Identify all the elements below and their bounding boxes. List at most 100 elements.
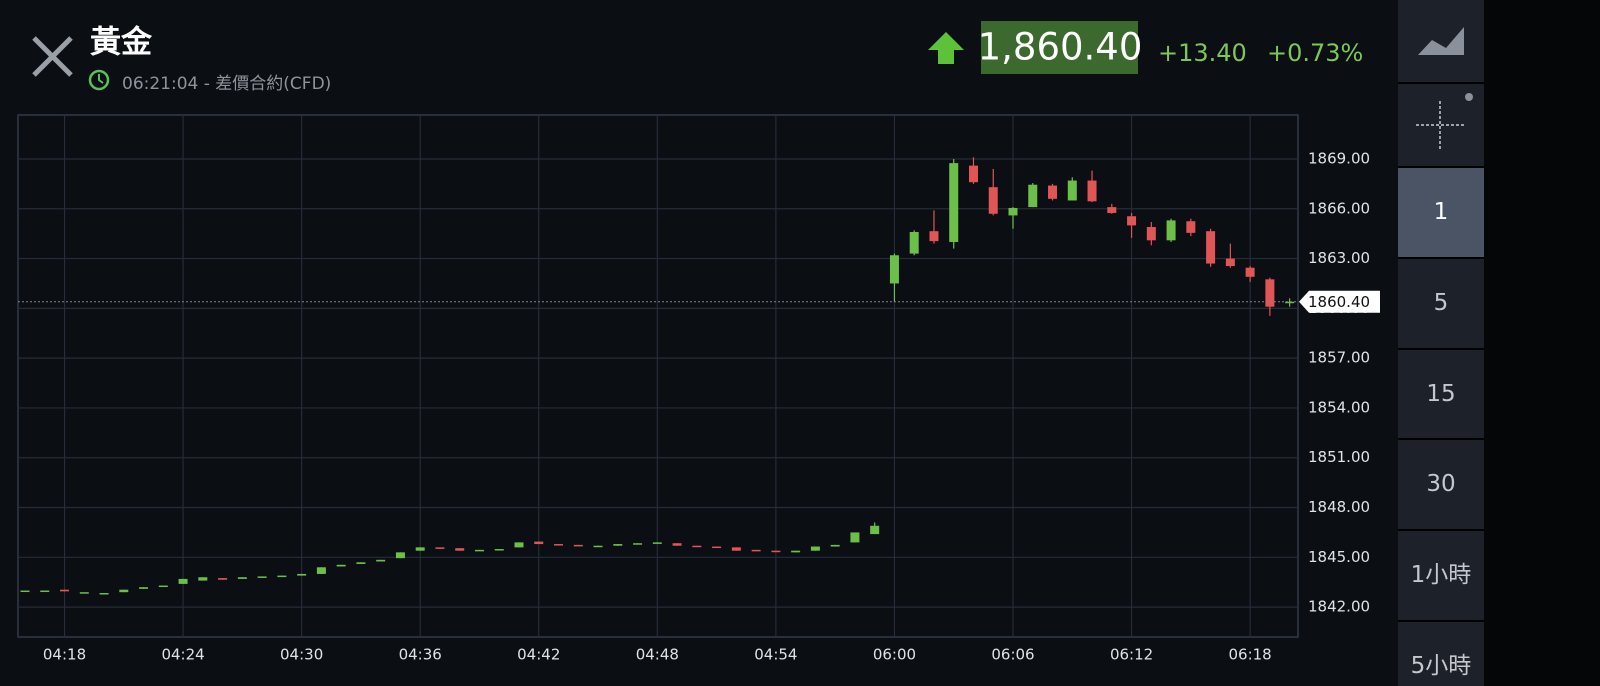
candle-body (297, 573, 307, 576)
x-tick-label: 06:00 (873, 646, 916, 664)
y-tick-label: 1869.00 (1308, 149, 1370, 167)
interval-button[interactable]: 30 (1398, 438, 1484, 529)
close-icon (32, 36, 73, 77)
y-tick-label: 1857.00 (1308, 349, 1370, 367)
interval-button[interactable]: 1小時 (1398, 529, 1484, 620)
candle-body (870, 525, 880, 535)
x-tick-label: 06:06 (991, 646, 1034, 664)
x-tick-label: 04:30 (280, 646, 323, 664)
y-tick-label: 1842.00 (1308, 598, 1370, 616)
interval-label: 1 (1434, 199, 1449, 225)
candle-body (1206, 231, 1216, 264)
change-percent: +0.73% (1267, 39, 1363, 67)
candle-body (336, 564, 346, 567)
x-tick-label: 06:18 (1229, 646, 1272, 664)
candle-body (889, 255, 899, 284)
interval-bg (1398, 531, 1484, 620)
y-tick-label: 1851.00 (1308, 448, 1370, 466)
candle-body (988, 187, 998, 214)
candle-body (1285, 301, 1295, 304)
candle-body (1265, 279, 1275, 307)
interval-bg (1398, 168, 1484, 257)
candle-body (633, 543, 643, 545)
chart: 1842.00 1845.00 1848.00 1851.00 1854.00 1857.… (17, 114, 1380, 664)
candle-body (1186, 221, 1196, 233)
price-box (981, 21, 1138, 74)
candle-body (79, 592, 89, 594)
candle-body (20, 590, 30, 593)
candle-body (929, 231, 939, 242)
x-tick-label: 04:54 (754, 646, 797, 664)
change: +13.40 (1158, 39, 1247, 67)
candle-body (593, 545, 603, 548)
x-tick-label: 04:18 (43, 646, 86, 664)
candle-body (613, 544, 623, 546)
candle-body (909, 232, 919, 254)
candle-body (1166, 220, 1176, 241)
crosshair-button[interactable] (1416, 93, 1473, 149)
candle-body (1028, 184, 1038, 208)
candle-body (652, 542, 662, 544)
candle-body (474, 549, 484, 552)
x-tick-label: 04:42 (517, 646, 560, 664)
interval-bg (1398, 622, 1484, 686)
close-button[interactable] (32, 36, 73, 77)
candle-body (791, 550, 801, 553)
candle-body (949, 163, 959, 242)
candle-body (1225, 258, 1235, 267)
candle-body (830, 544, 840, 547)
x-tick-label: 06:12 (1110, 646, 1153, 664)
candle-body (692, 545, 702, 548)
candle-body (316, 567, 326, 574)
clock-icon (88, 69, 110, 91)
last-price-tag (1299, 290, 1380, 313)
candle-body (514, 542, 524, 548)
edge (1484, 0, 1600, 686)
interval-label: 15 (1426, 381, 1455, 407)
candle-body (554, 544, 564, 546)
candle-body (455, 548, 465, 551)
candle-body (257, 576, 267, 578)
y-tick-label: 1866.00 (1308, 199, 1370, 217)
interval-label: 1小時 (1411, 562, 1472, 588)
interval-button[interactable]: 1 (1398, 166, 1484, 257)
instrument-title: 黃金 (90, 25, 153, 61)
candle-body (178, 578, 188, 584)
interval-bg (1398, 350, 1484, 439)
candle-body (435, 547, 445, 549)
chart-type-button[interactable] (1418, 27, 1464, 55)
interval-button[interactable]: 5小時 (1398, 620, 1484, 686)
y-tick-label: 1848.00 (1308, 498, 1370, 516)
candle-body (119, 589, 129, 593)
interval-button[interactable]: 15 (1398, 348, 1484, 439)
candle-body (415, 547, 425, 551)
price: 1,860.40 (978, 26, 1143, 69)
x-tick-label: 04:24 (161, 646, 204, 664)
candle-body (810, 546, 820, 551)
y-tick-label: 1854.00 (1308, 398, 1370, 416)
candle-body (1146, 227, 1156, 241)
candle-body (1107, 207, 1117, 213)
candle-body (198, 577, 208, 581)
candle-body (395, 552, 405, 559)
candle-body (494, 549, 504, 551)
candle-body (1245, 267, 1255, 277)
candle-body (139, 587, 149, 589)
candle-body (1008, 207, 1018, 216)
candle-body (60, 589, 70, 592)
plot-frame (17, 114, 1299, 638)
candle-body (218, 578, 228, 580)
candle-body (237, 577, 247, 579)
interval-button[interactable]: 5 (1398, 257, 1484, 348)
candle-body (850, 532, 860, 543)
candle-body (1127, 216, 1137, 226)
candle-body (712, 546, 722, 549)
candle-body (277, 575, 287, 578)
interval-bg (1398, 259, 1484, 348)
subtitle: 06:21:04 - 差價合約(CFD) (122, 74, 331, 94)
candle-body (534, 541, 544, 545)
y-tick-label: 1863.00 (1308, 249, 1370, 267)
interval-label: 30 (1426, 471, 1455, 497)
